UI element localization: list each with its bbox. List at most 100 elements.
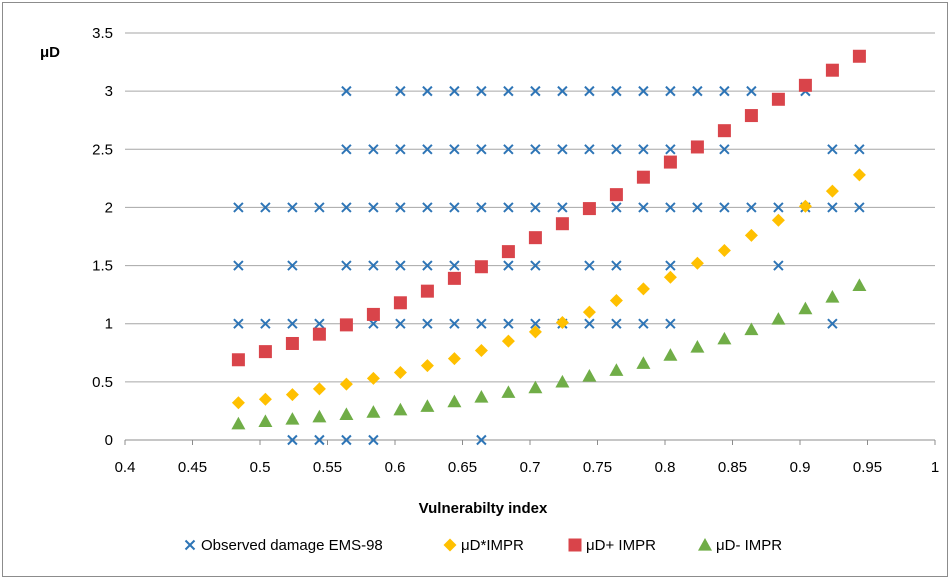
data-point xyxy=(474,343,488,357)
data-point xyxy=(719,85,730,97)
data-point xyxy=(717,331,732,345)
data-point xyxy=(393,402,408,416)
data-point xyxy=(852,49,866,63)
data-point xyxy=(609,363,624,376)
data-point xyxy=(312,382,326,396)
data-point xyxy=(285,336,299,350)
data-point xyxy=(717,124,731,138)
legend-marker xyxy=(443,538,457,552)
data-point xyxy=(341,260,352,271)
data-point xyxy=(692,85,703,97)
data-point xyxy=(503,260,514,271)
data-point xyxy=(449,202,460,213)
data-point xyxy=(503,144,514,155)
data-point xyxy=(852,278,867,291)
data-point xyxy=(744,228,758,242)
data-point xyxy=(584,85,595,97)
x-tick-label: 0.6 xyxy=(385,459,406,476)
legend-marker xyxy=(184,539,196,551)
data-point xyxy=(287,260,298,271)
legend-entry: Observed damage EMS-98 xyxy=(184,537,383,554)
series-3 xyxy=(231,278,867,430)
data-point xyxy=(287,434,298,446)
data-point xyxy=(368,434,379,446)
tick-labels: 0 0.5 1 1.5 2 2.5 3 3.5 0.4 0.45 0.5 0.55 0.6 0.65 0.7… xyxy=(92,25,939,476)
data-point xyxy=(393,296,407,310)
legend-entry: μD- IMPR xyxy=(698,537,782,554)
data-point xyxy=(746,202,757,213)
data-point xyxy=(287,318,298,329)
data-point xyxy=(501,385,516,398)
y-tick-label: 0.5 xyxy=(92,374,113,391)
y-tick-label: 0 xyxy=(105,432,113,449)
data-point xyxy=(555,316,569,330)
data-point xyxy=(231,396,245,410)
data-point xyxy=(366,307,380,321)
data-point xyxy=(476,434,487,446)
data-point xyxy=(744,322,759,336)
legend-entry: μD+ IMPR xyxy=(568,537,656,554)
data-point xyxy=(368,144,379,155)
data-point xyxy=(503,318,514,329)
data-point xyxy=(827,318,838,329)
legend-label: μD- IMPR xyxy=(716,537,782,554)
data-point xyxy=(314,202,325,213)
data-point xyxy=(395,85,406,97)
data-point xyxy=(771,213,785,227)
data-point xyxy=(341,85,352,97)
data-point xyxy=(312,409,327,423)
data-point xyxy=(852,168,866,182)
data-point xyxy=(422,144,433,155)
data-point xyxy=(501,334,515,348)
data-point xyxy=(449,318,460,329)
data-point xyxy=(665,144,676,155)
y-tick-label: 1.5 xyxy=(92,258,113,275)
data-point xyxy=(638,144,649,155)
y-axis-title: μD xyxy=(40,44,60,61)
series-1 xyxy=(231,168,866,410)
data-point xyxy=(611,144,622,155)
data-point xyxy=(422,85,433,97)
data-point xyxy=(449,85,460,97)
x-tick-label: 0.9 xyxy=(790,459,811,476)
data-point xyxy=(530,85,541,97)
x-tick-label: 0.75 xyxy=(583,459,612,476)
data-point xyxy=(584,318,595,329)
data-point xyxy=(690,256,704,270)
data-point xyxy=(717,243,731,257)
data-point xyxy=(611,260,622,271)
data-point xyxy=(287,202,298,213)
legend: Observed damage EMS-98 μD*IMPR μD+ IMPR μD-… xyxy=(184,537,782,554)
data-point xyxy=(422,318,433,329)
data-point xyxy=(771,92,785,106)
x-tick-label: 0.5 xyxy=(250,459,271,476)
data-point xyxy=(260,318,271,329)
legend-label: μD+ IMPR xyxy=(586,537,656,554)
data-point xyxy=(395,260,406,271)
data-point xyxy=(663,155,677,169)
y-tick-label: 3.5 xyxy=(92,25,113,42)
x-tick-label: 0.8 xyxy=(655,459,676,476)
axes xyxy=(124,439,936,445)
data-point xyxy=(474,260,488,274)
data-point xyxy=(503,202,514,213)
data-point xyxy=(665,202,676,213)
data-point xyxy=(609,293,623,307)
data-point xyxy=(827,144,838,155)
data-point xyxy=(611,202,622,213)
data-point xyxy=(665,318,676,329)
data-point xyxy=(501,245,515,259)
data-point xyxy=(258,392,272,406)
data-point xyxy=(854,144,865,155)
data-point xyxy=(690,339,705,353)
data-point xyxy=(744,109,758,123)
y-tick-label: 2 xyxy=(105,199,113,216)
data-point xyxy=(665,260,676,271)
data-point xyxy=(285,412,300,425)
data-point xyxy=(476,202,487,213)
data-point xyxy=(339,407,354,421)
data-point xyxy=(233,260,244,271)
data-point xyxy=(690,140,704,154)
y-tick-label: 3 xyxy=(105,83,113,100)
